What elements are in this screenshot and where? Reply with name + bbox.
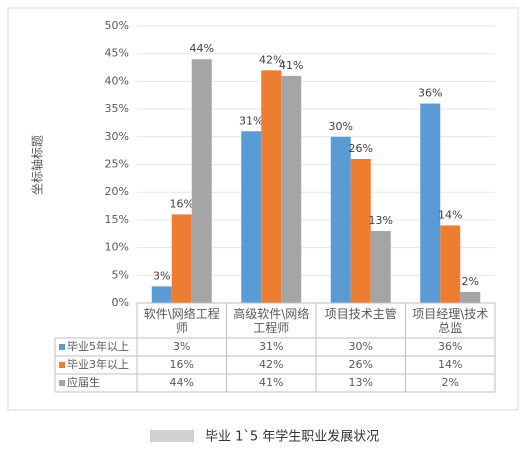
legend-swatch: [59, 344, 65, 350]
table-cell: 13%: [348, 376, 373, 389]
y-tick-label: 15%: [105, 213, 129, 226]
y-tick-label: 20%: [105, 185, 129, 198]
bar: [241, 131, 262, 303]
y-tick-label: 35%: [105, 102, 129, 115]
category-label: 项目技术主管: [324, 307, 397, 321]
data-label: 16%: [170, 197, 194, 210]
bar: [350, 158, 371, 303]
bar: [261, 70, 282, 303]
data-label: 14%: [438, 208, 462, 221]
table-cell: 16%: [169, 358, 194, 371]
caption: 毕业 1`5 年学生职业发展状况: [205, 429, 379, 445]
data-label: 30%: [329, 120, 353, 133]
table-cell: 36%: [438, 340, 463, 353]
y-tick-label: 50%: [105, 19, 129, 32]
bar: [151, 286, 172, 303]
y-tick-label: 0%: [112, 296, 129, 309]
data-label: 13%: [369, 214, 393, 227]
legend-label: 应届生: [67, 376, 100, 389]
data-label: 42%: [259, 53, 283, 66]
y-axis-title: 坐标轴标题: [30, 135, 45, 195]
bar: [191, 59, 212, 303]
legend-label: 毕业5年以上: [67, 340, 129, 353]
y-tick-label: 45%: [105, 47, 129, 60]
table-cell: 26%: [348, 358, 373, 371]
category-label: 项目经理\技术总监: [412, 307, 489, 335]
category-label: 高级软件\网络工程师: [233, 307, 310, 335]
data-label: 36%: [418, 87, 442, 100]
category-label: 软件\网络工程师: [143, 307, 220, 335]
legend-swatch: [59, 380, 65, 386]
table-cell: 41%: [259, 376, 284, 389]
bar: [330, 136, 351, 303]
y-tick-label: 10%: [105, 241, 129, 254]
table-cell: 14%: [438, 358, 463, 371]
bar: [420, 103, 441, 303]
data-label: 31%: [239, 114, 263, 127]
table-cell: 42%: [259, 358, 284, 371]
data-label: 44%: [190, 42, 214, 55]
bar: [281, 75, 302, 303]
table-cell: 30%: [348, 340, 373, 353]
data-label: 2%: [462, 275, 479, 288]
data-label: 41%: [279, 59, 303, 72]
y-tick-label: 5%: [112, 268, 129, 281]
bar: [370, 230, 391, 303]
table-cell: 3%: [173, 340, 191, 353]
data-label: 26%: [349, 142, 373, 155]
y-tick-label: 25%: [105, 158, 129, 171]
y-tick-label: 40%: [105, 74, 129, 87]
caption-icon: [150, 430, 194, 442]
bar: [171, 214, 192, 303]
table-cell: 31%: [259, 340, 284, 353]
bar: [440, 225, 461, 303]
legend-swatch: [59, 362, 65, 368]
chart-border: [7, 7, 519, 411]
data-label: 3%: [153, 269, 170, 282]
table-cell: 2%: [441, 376, 459, 389]
y-tick-label: 30%: [105, 130, 129, 143]
table-cell: 44%: [169, 376, 194, 389]
bar: [460, 291, 481, 303]
legend-label: 毕业3年以上: [67, 358, 129, 371]
